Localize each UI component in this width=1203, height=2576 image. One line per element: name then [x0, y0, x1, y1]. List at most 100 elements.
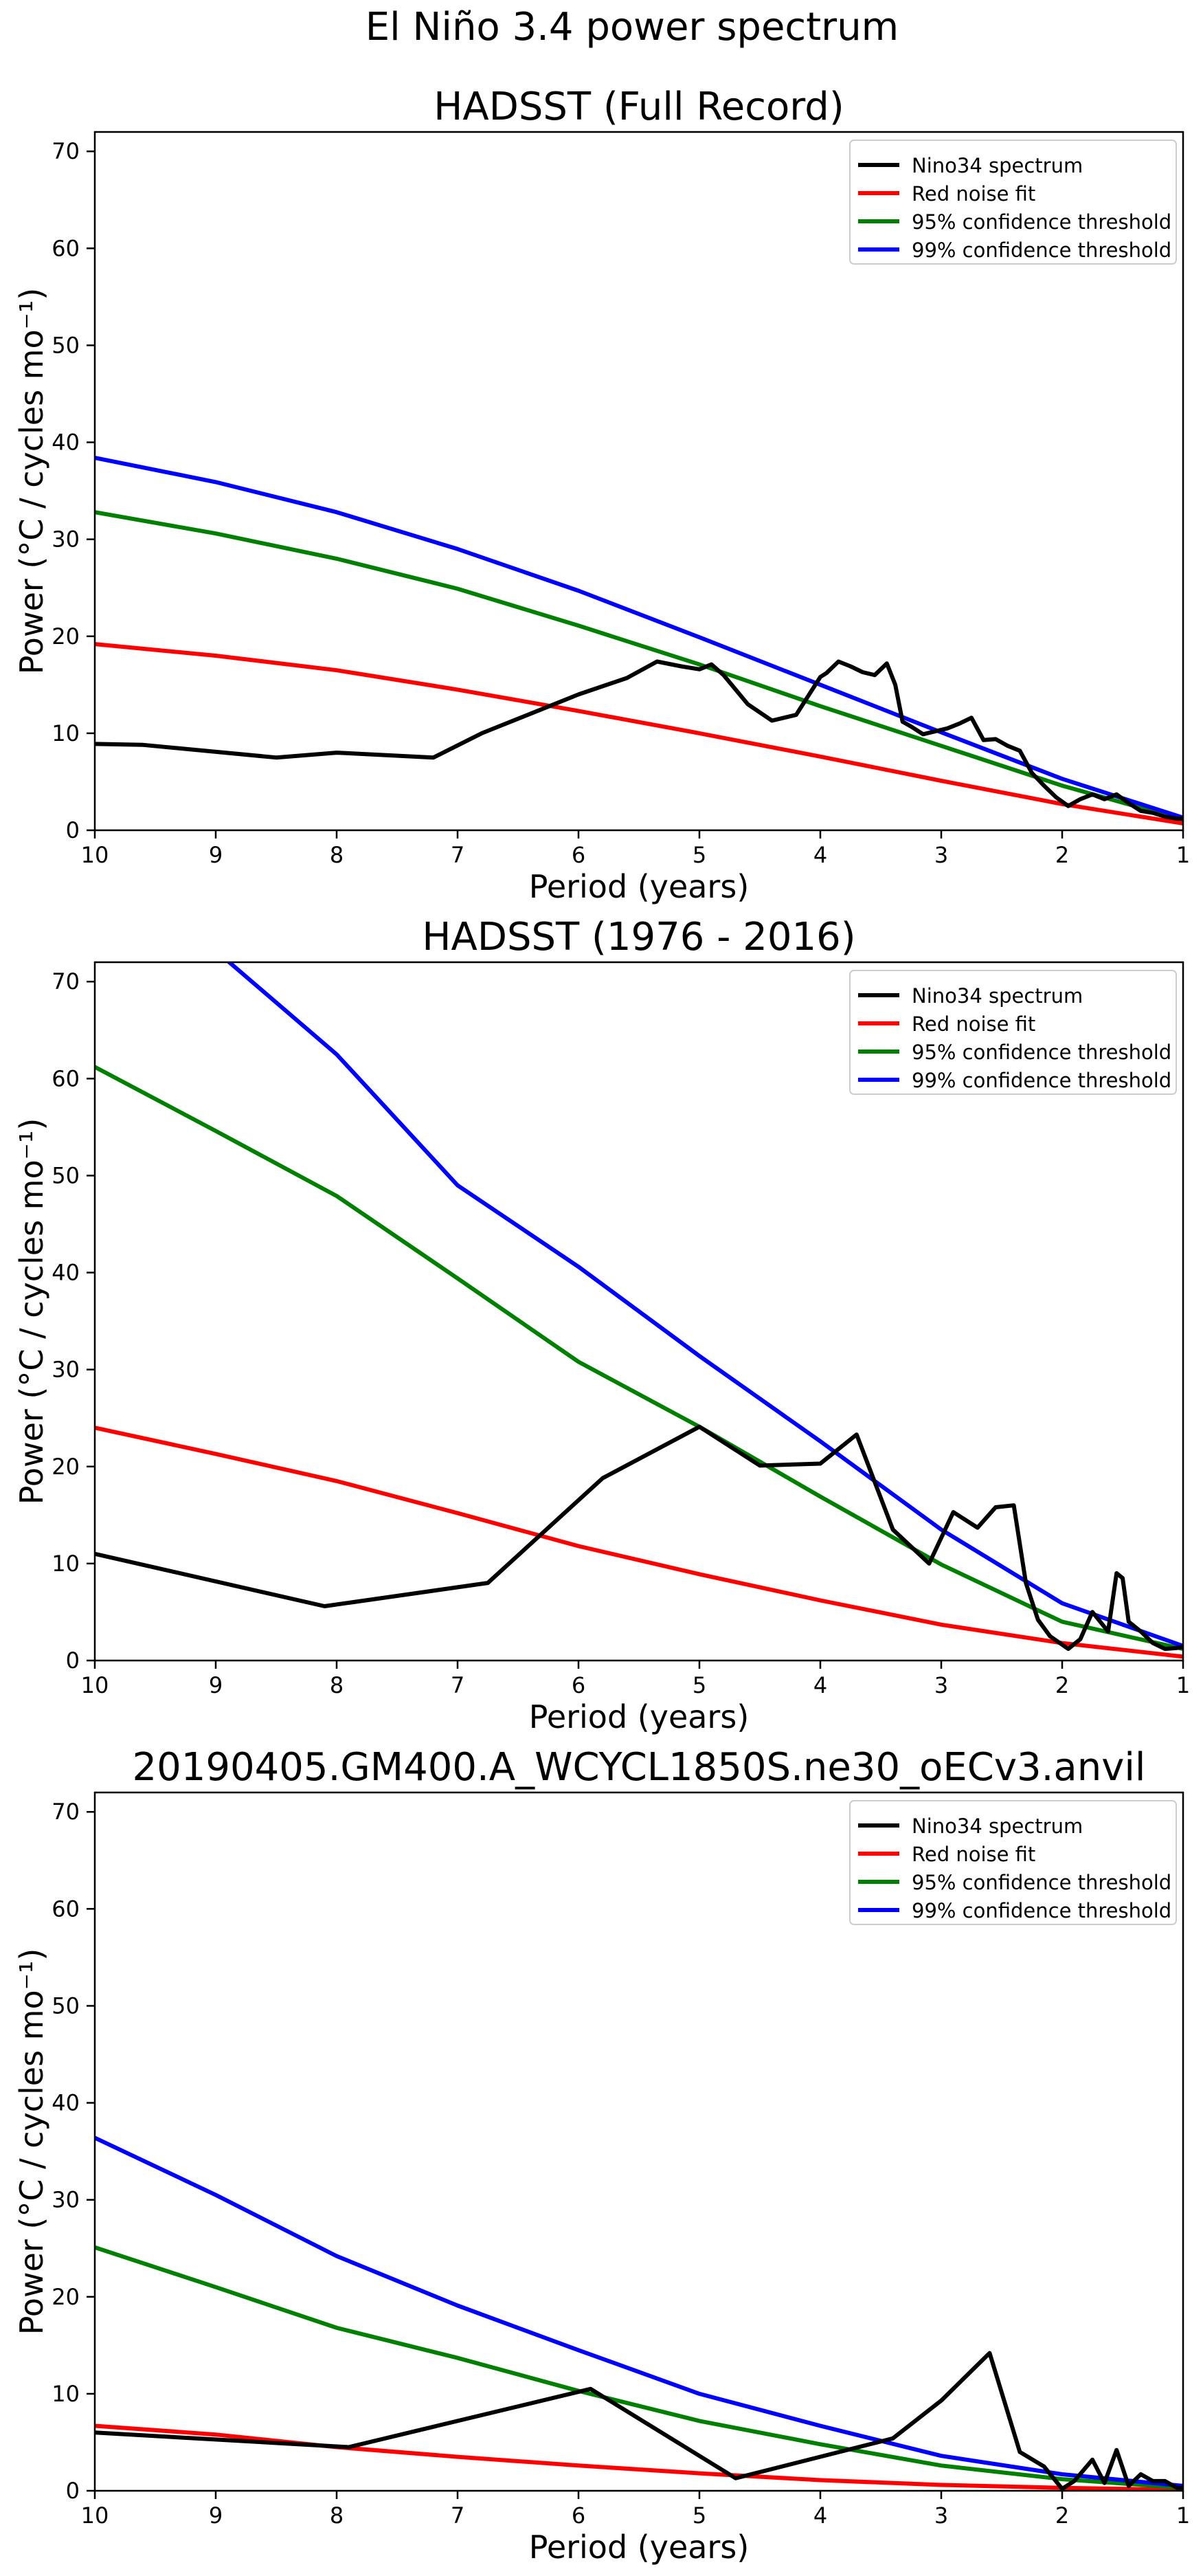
- x-axis-label: Period (years): [529, 868, 750, 905]
- series-line-nino34-spectrum: [95, 659, 1183, 821]
- chart-title: HADSST (Full Record): [434, 85, 844, 129]
- y-tick-label: 30: [52, 2187, 80, 2213]
- x-tick-label: 10: [81, 1672, 109, 1698]
- x-tick-label: 7: [451, 842, 464, 868]
- series-line-red-noise-fit: [95, 2423, 1183, 2491]
- y-axis-label: Power (°C / cycles mo⁻¹): [13, 288, 50, 675]
- series-line-99-confidence-threshold: [95, 2135, 1183, 2488]
- y-tick-label: 20: [52, 2284, 80, 2310]
- x-tick-label: 3: [934, 842, 948, 868]
- y-tick-label: 40: [52, 1260, 80, 1286]
- x-tick-label: 7: [451, 1672, 464, 1698]
- series-line-99-confidence-threshold: [95, 456, 1183, 820]
- x-tick-label: 7: [451, 2502, 464, 2529]
- legend-box: [849, 1800, 1177, 1925]
- y-tick-label: 50: [52, 1992, 80, 2019]
- y-tick-label: 50: [52, 1162, 80, 1188]
- x-tick-label: 10: [81, 842, 109, 868]
- chart-title: HADSST (1976 - 2016): [422, 915, 855, 959]
- x-tick-label: 1: [1176, 1672, 1190, 1698]
- x-axis-label: Period (years): [529, 2529, 750, 2566]
- x-tick-label: 1: [1176, 842, 1190, 868]
- y-axis-label: Power (°C / cycles mo⁻¹): [13, 1118, 50, 1505]
- series-line-99-confidence-threshold: [226, 962, 1183, 1648]
- legend-label: Nino34 spectrum: [912, 984, 1083, 1008]
- x-tick-label: 5: [693, 1672, 706, 1698]
- plot-frame: [93, 961, 1184, 1662]
- plot-frame: [93, 1791, 1184, 2492]
- x-tick-label: 1: [1176, 2502, 1190, 2529]
- y-tick-label: 70: [52, 138, 80, 164]
- series-line-95-confidence-threshold: [95, 1065, 1183, 1652]
- y-tick-label: 40: [52, 2090, 80, 2116]
- y-tick-label: 40: [52, 430, 80, 456]
- series-group: [95, 2135, 1183, 2491]
- legend-label: Nino34 spectrum: [912, 154, 1083, 177]
- y-tick-label: 0: [66, 2478, 80, 2504]
- y-axis-label: Power (°C / cycles mo⁻¹): [13, 1948, 50, 2335]
- y-tick-label: 20: [52, 1454, 80, 1480]
- series-line-95-confidence-threshold: [95, 2245, 1183, 2490]
- chart-panel-1: HADSST (Full Record)10 9 8 7 6 5 4 3 2 1010203040…: [13, 85, 1190, 905]
- y-tick-label: 70: [52, 1799, 80, 1825]
- y-tick-label: 60: [52, 1065, 80, 1091]
- x-tick-label: 5: [693, 2502, 706, 2529]
- legend-label: Red noise fit: [912, 1843, 1035, 1866]
- x-tick-label: 6: [572, 842, 585, 868]
- y-tick-label: 30: [52, 1357, 80, 1383]
- legend-label: 99% confidence threshold: [912, 1899, 1171, 1922]
- legend-label: 99% confidence threshold: [912, 238, 1171, 262]
- x-tick-label: 9: [209, 842, 223, 868]
- figure-suptitle: El Niño 3.4 power spectrum: [366, 5, 899, 49]
- x-tick-label: 2: [1055, 1672, 1069, 1698]
- x-tick-label: 8: [330, 842, 344, 868]
- chart-panel-3: 20190405.GM400.A_WCYCL1850S.ne30_oECv3.a…: [13, 1745, 1190, 2566]
- x-tick-label: 9: [209, 1672, 223, 1698]
- y-tick-label: 0: [66, 817, 80, 843]
- x-tick-label: 3: [934, 2502, 948, 2529]
- legend-box: [849, 140, 1177, 265]
- legend-label: 95% confidence threshold: [912, 1041, 1171, 1064]
- y-tick-label: 60: [52, 235, 80, 261]
- x-tick-label: 4: [813, 1672, 827, 1698]
- legend-label: Nino34 spectrum: [912, 1814, 1083, 1838]
- x-tick-label: 8: [330, 1672, 344, 1698]
- legend-label: 95% confidence threshold: [912, 210, 1171, 234]
- series-line-nino34-spectrum: [95, 1424, 1183, 1652]
- series-line-nino34-spectrum: [95, 2351, 1183, 2491]
- plot-frame: [93, 131, 1184, 832]
- series-group: [95, 456, 1183, 826]
- y-tick-label: 60: [52, 1896, 80, 1922]
- legend-label: Red noise fit: [912, 1012, 1035, 1036]
- legend-label: Red noise fit: [912, 182, 1035, 206]
- x-tick-label: 6: [572, 1672, 585, 1698]
- legend-label: 99% confidence threshold: [912, 1069, 1171, 1092]
- chart-panels: HADSST (Full Record)10 9 8 7 6 5 4 3 2 1010203040…: [13, 85, 1190, 2566]
- y-tick-label: 10: [52, 1551, 80, 1577]
- x-tick-label: 4: [813, 842, 827, 868]
- y-tick-label: 50: [52, 332, 80, 358]
- y-tick-label: 10: [52, 2381, 80, 2407]
- x-axis-label: Period (years): [529, 1698, 750, 1735]
- chart-panel-2: HADSST (1976 - 2016)10 9 8 7 6 5 4 3 2 1010203040…: [13, 915, 1190, 1735]
- x-tick-label: 6: [572, 2502, 585, 2529]
- x-tick-label: 3: [934, 1672, 948, 1698]
- x-tick-label: 5: [693, 842, 706, 868]
- x-tick-label: 4: [813, 2502, 827, 2529]
- y-tick-label: 20: [52, 623, 80, 649]
- y-tick-label: 0: [66, 1647, 80, 1674]
- chart-title: 20190405.GM400.A_WCYCL1850S.ne30_oECv3.a…: [133, 1745, 1146, 1790]
- x-tick-label: 10: [81, 2502, 109, 2529]
- x-tick-label: 2: [1055, 842, 1069, 868]
- series-group: [95, 962, 1183, 1659]
- series-line-95-confidence-threshold: [95, 510, 1183, 822]
- legend-label: 95% confidence threshold: [912, 1871, 1171, 1894]
- x-tick-label: 2: [1055, 2502, 1069, 2529]
- x-tick-label: 9: [209, 2502, 223, 2529]
- legend-box: [849, 970, 1177, 1095]
- x-tick-label: 8: [330, 2502, 344, 2529]
- series-line-red-noise-fit: [95, 1425, 1183, 1659]
- series-line-red-noise-fit: [95, 642, 1183, 826]
